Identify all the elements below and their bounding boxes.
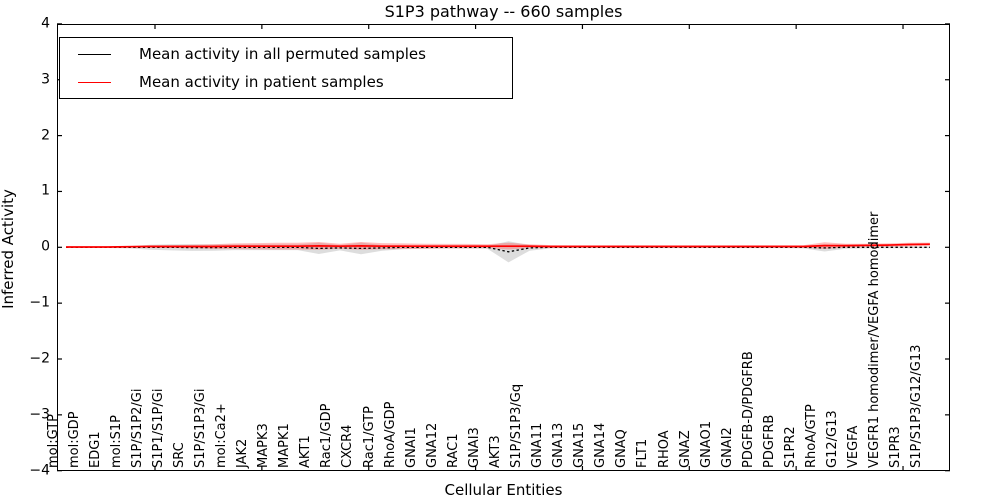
x-tick-label: GNA13 [551,422,567,468]
x-tick-label: GNAZ [677,430,693,468]
x-tick-label: GNAI2 [719,427,735,468]
x-axis-label: Cellular Entities [444,481,563,499]
legend-item-patient: Mean activity in patient samples [60,68,384,96]
x-tick-label: FLT1 [635,438,651,468]
x-tick-label: PDGFB-D/PDGFRB [740,351,756,468]
y-tick-label: 2 [41,127,50,144]
x-tick-label: AKT3 [487,435,503,468]
x-tick-label: GNA12 [424,422,440,468]
x-tick-label: Rac1/GDP [319,403,335,468]
y-tick-label: 3 [41,71,50,88]
x-tick-label: S1P1/S1P/Gi [150,388,166,468]
y-tick-label: −2 [29,350,50,367]
x-tick-label: AKT1 [298,435,314,468]
x-tick-label: SRC [171,442,187,468]
legend-label-permuted: Mean activity in all permuted samples [139,45,426,63]
x-tick-label: S1P/S1P3/Gq [509,383,525,468]
x-tick-label: RhoA/GTP [804,404,820,468]
patient-mean-line [66,243,930,248]
y-tick-label: −3 [29,406,50,423]
x-tick-label: RAC1 [445,433,461,468]
x-tick-label: JAK2 [235,438,251,468]
x-tick-label: MAPK3 [256,423,272,468]
x-tick-label: S1PR2 [782,426,798,468]
x-tick-label: GNAI3 [466,427,482,468]
y-tick-label: −4 [29,462,50,479]
permuted-line-sample-icon [78,53,111,55]
x-tick-label: VEGFR1 homodimer/VEGFA homodimer [867,211,883,468]
x-tick-label: GNA15 [572,422,588,468]
x-tick-label: mol:GTP [45,414,61,468]
x-tick-label: GNA14 [593,422,609,468]
x-tick-label: G12/G13 [825,410,841,468]
x-tick-label: S1P/S1P2/Gi [129,388,145,468]
x-tick-label: GNAQ [614,429,630,468]
x-tick-label: VEGFA [846,425,862,468]
legend: Mean activity in all permuted samples Me… [59,37,513,99]
patient-line-sample-icon [78,81,111,83]
x-tick-label: mol:Ca2+ [214,403,230,468]
x-tick-label: S1P/S1P3/Gi [192,388,208,468]
x-tick-label: EDG1 [87,431,103,468]
x-tick-label: PDGFRB [761,414,777,468]
x-tick-label: mol:GDP [66,411,82,468]
x-tick-label: Rac1/GTP [361,406,377,468]
y-tick-label: −1 [29,294,50,311]
y-tick-label: 4 [41,15,50,32]
x-tick-label: GNAI1 [403,427,419,468]
y-tick-label: 1 [41,183,50,200]
x-tick-label: MAPK1 [277,423,293,468]
x-tick-label: GNAO1 [698,421,714,468]
x-tick-label: RHOA [656,430,672,468]
x-tick-label: mol:S1P [108,415,124,468]
x-tick-label: GNA11 [530,422,546,468]
x-tick-label: S1PR3 [888,426,904,468]
x-tick-label: RhoA/GDP [382,401,398,468]
y-tick-label: 0 [41,238,50,255]
chart-title: S1P3 pathway -- 660 samples [384,2,623,21]
x-tick-label: S1P/S1P3/G12/G13 [909,344,925,468]
legend-item-permuted: Mean activity in all permuted samples [60,40,426,68]
legend-label-patient: Mean activity in patient samples [139,73,384,91]
x-tick-label: CXCR4 [340,424,356,468]
